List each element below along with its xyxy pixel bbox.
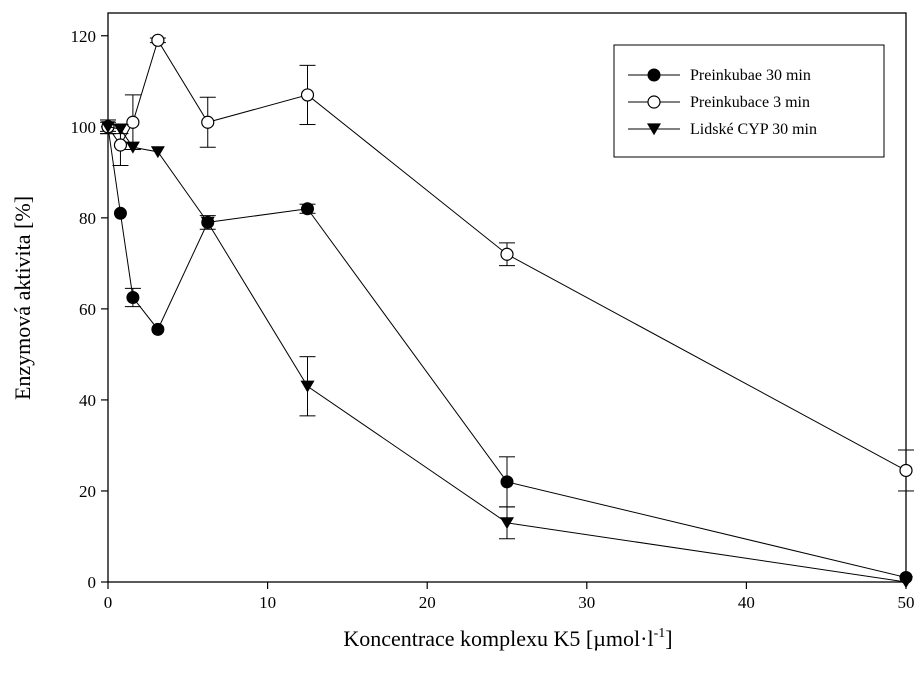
data-point bbox=[899, 576, 913, 589]
y-tick-label: 60 bbox=[79, 300, 96, 319]
data-point bbox=[125, 141, 140, 154]
data-point bbox=[113, 206, 127, 220]
data-point bbox=[126, 291, 140, 304]
y-tick-label: 0 bbox=[88, 573, 97, 592]
y-tick-label: 20 bbox=[79, 482, 96, 501]
data-point bbox=[300, 88, 315, 102]
axes: 0 10 20 30 40 50 0 20 40 60 80 100 120 bbox=[71, 12, 915, 612]
data-point bbox=[500, 517, 514, 530]
y-axis-title: Enzymová aktivita [%] bbox=[10, 196, 35, 400]
data-point bbox=[200, 216, 215, 229]
legend-label: Lidské CYP 30 min bbox=[690, 121, 817, 138]
data-point bbox=[101, 121, 115, 134]
data-point bbox=[500, 475, 514, 489]
y-tick-label: 40 bbox=[79, 391, 96, 410]
x-axis-title-tail: ] bbox=[665, 626, 672, 651]
series-line bbox=[107, 126, 907, 578]
data-point bbox=[899, 463, 913, 478]
legend-label: Preinkubae 30 min bbox=[690, 67, 811, 84]
data-point bbox=[113, 123, 128, 136]
series-3 bbox=[100, 119, 913, 589]
data-point bbox=[151, 322, 165, 336]
x-tick-label: 50 bbox=[898, 593, 915, 612]
data-point bbox=[113, 138, 128, 152]
series-2 bbox=[100, 33, 914, 492]
x-tick-label: 30 bbox=[578, 593, 595, 612]
data-point bbox=[500, 247, 514, 261]
legend-marker bbox=[647, 123, 661, 136]
data-point bbox=[201, 115, 215, 129]
series-1 bbox=[100, 119, 913, 584]
legend-marker bbox=[647, 68, 661, 82]
data-point bbox=[300, 380, 315, 393]
data-point bbox=[150, 146, 165, 159]
x-axis-title: Koncentrace komplexu K5 [µmol·l-1] bbox=[343, 626, 672, 651]
x-axis-title-superscript: -1 bbox=[654, 626, 666, 641]
data-point bbox=[126, 115, 140, 129]
x-tick-label: 40 bbox=[738, 593, 755, 612]
data-point bbox=[151, 33, 165, 47]
x-axis-title-main: Koncentrace komplexu K5 [µmol·l bbox=[343, 626, 653, 651]
plot-frame bbox=[107, 12, 907, 583]
y-tick-label: 80 bbox=[79, 209, 96, 228]
series-line bbox=[107, 126, 907, 583]
series-layer bbox=[100, 33, 914, 589]
x-tick-label: 0 bbox=[104, 593, 113, 612]
legend-label: Preinkubace 3 min bbox=[690, 94, 810, 111]
y-tick-label: 120 bbox=[71, 27, 97, 46]
legend-marker bbox=[647, 95, 661, 109]
y-tick-label: 100 bbox=[71, 118, 97, 137]
data-point bbox=[301, 202, 314, 216]
x-tick-label: 10 bbox=[259, 593, 276, 612]
x-tick-label: 20 bbox=[419, 593, 436, 612]
legend: Preinkubae 30 min Preinkubace 3 min Lidské… bbox=[613, 44, 885, 158]
